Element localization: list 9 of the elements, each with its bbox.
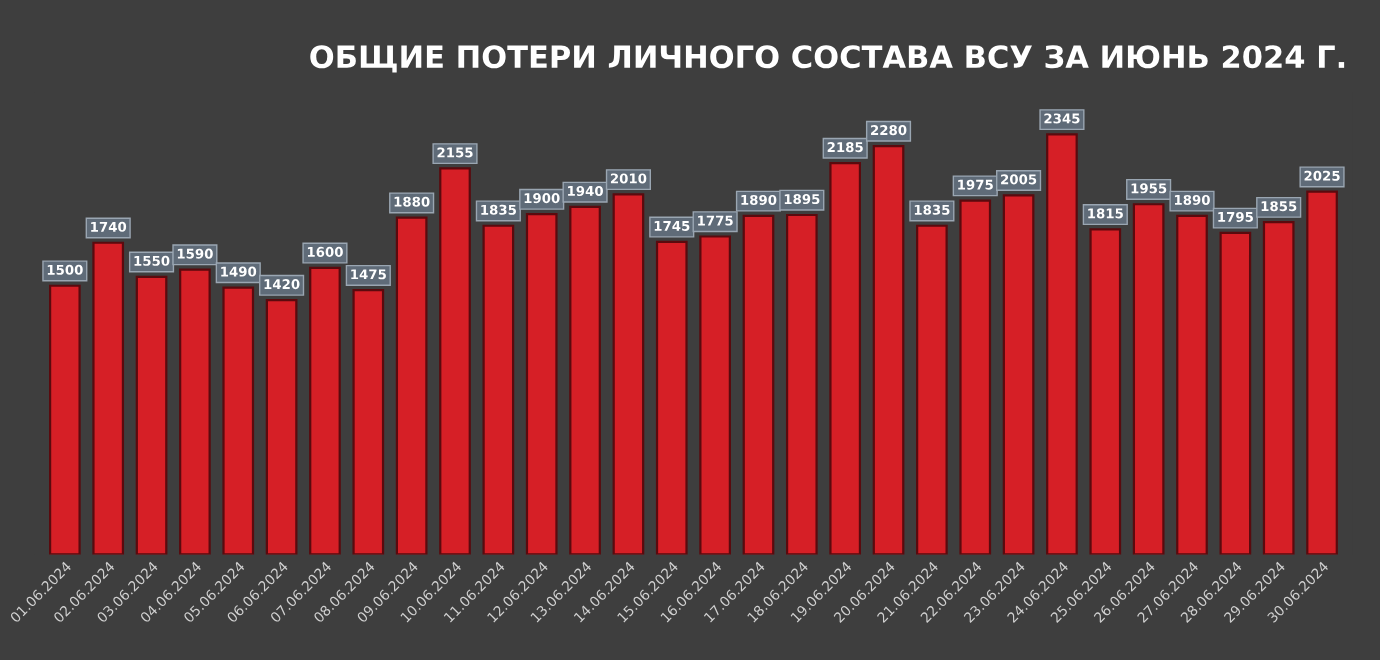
bar [1002, 194, 1035, 555]
bar [1132, 203, 1165, 555]
bar [1089, 228, 1122, 555]
bar [439, 167, 471, 555]
bar [1046, 133, 1078, 555]
bar [1262, 221, 1295, 555]
bar [352, 289, 385, 555]
bar [612, 193, 645, 555]
chart-title: ОБЩИЕ ПОТЕРИ ЛИЧНОГО СОСТАВА ВСУ ЗА ИЮНЬ 2024 Г. [310, 45, 1345, 73]
